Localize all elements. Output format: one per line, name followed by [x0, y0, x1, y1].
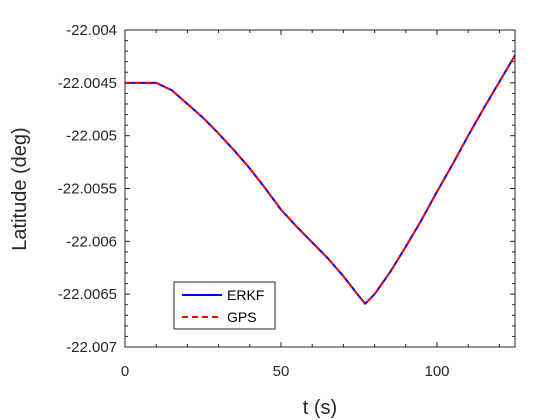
y-tick-label: -22.0045 [58, 75, 117, 92]
y-tick-label: -22.005 [66, 128, 117, 145]
y-tick-label: -22.0065 [58, 286, 117, 303]
legend-label-erkf: ERKF [227, 287, 264, 303]
x-tick-label: 0 [121, 363, 129, 380]
series-line-gps [125, 54, 516, 305]
x-axis-title: t (s) [303, 397, 337, 419]
legend-box [173, 281, 276, 330]
y-tick-label: -22.004 [66, 22, 117, 39]
x-tick-label: 50 [273, 363, 290, 380]
x-tick-label: 100 [424, 363, 449, 380]
y-axis-title: Latitude (deg) [9, 127, 31, 250]
y-tick-label: -22.006 [66, 233, 117, 250]
axes-box [124, 29, 516, 348]
series-layer [125, 54, 516, 305]
y-tick-label: -22.0055 [58, 181, 117, 198]
legend-label-gps: GPS [227, 309, 257, 325]
y-tick-label: -22.007 [66, 339, 117, 356]
legend: ERKF GPS [173, 281, 276, 330]
y-axis-ticks: -22.004 -22.0045 -22.005 -22.0055 -22.006 -22… [58, 22, 515, 356]
x-axis-ticks: 0 50 100 [121, 30, 500, 380]
